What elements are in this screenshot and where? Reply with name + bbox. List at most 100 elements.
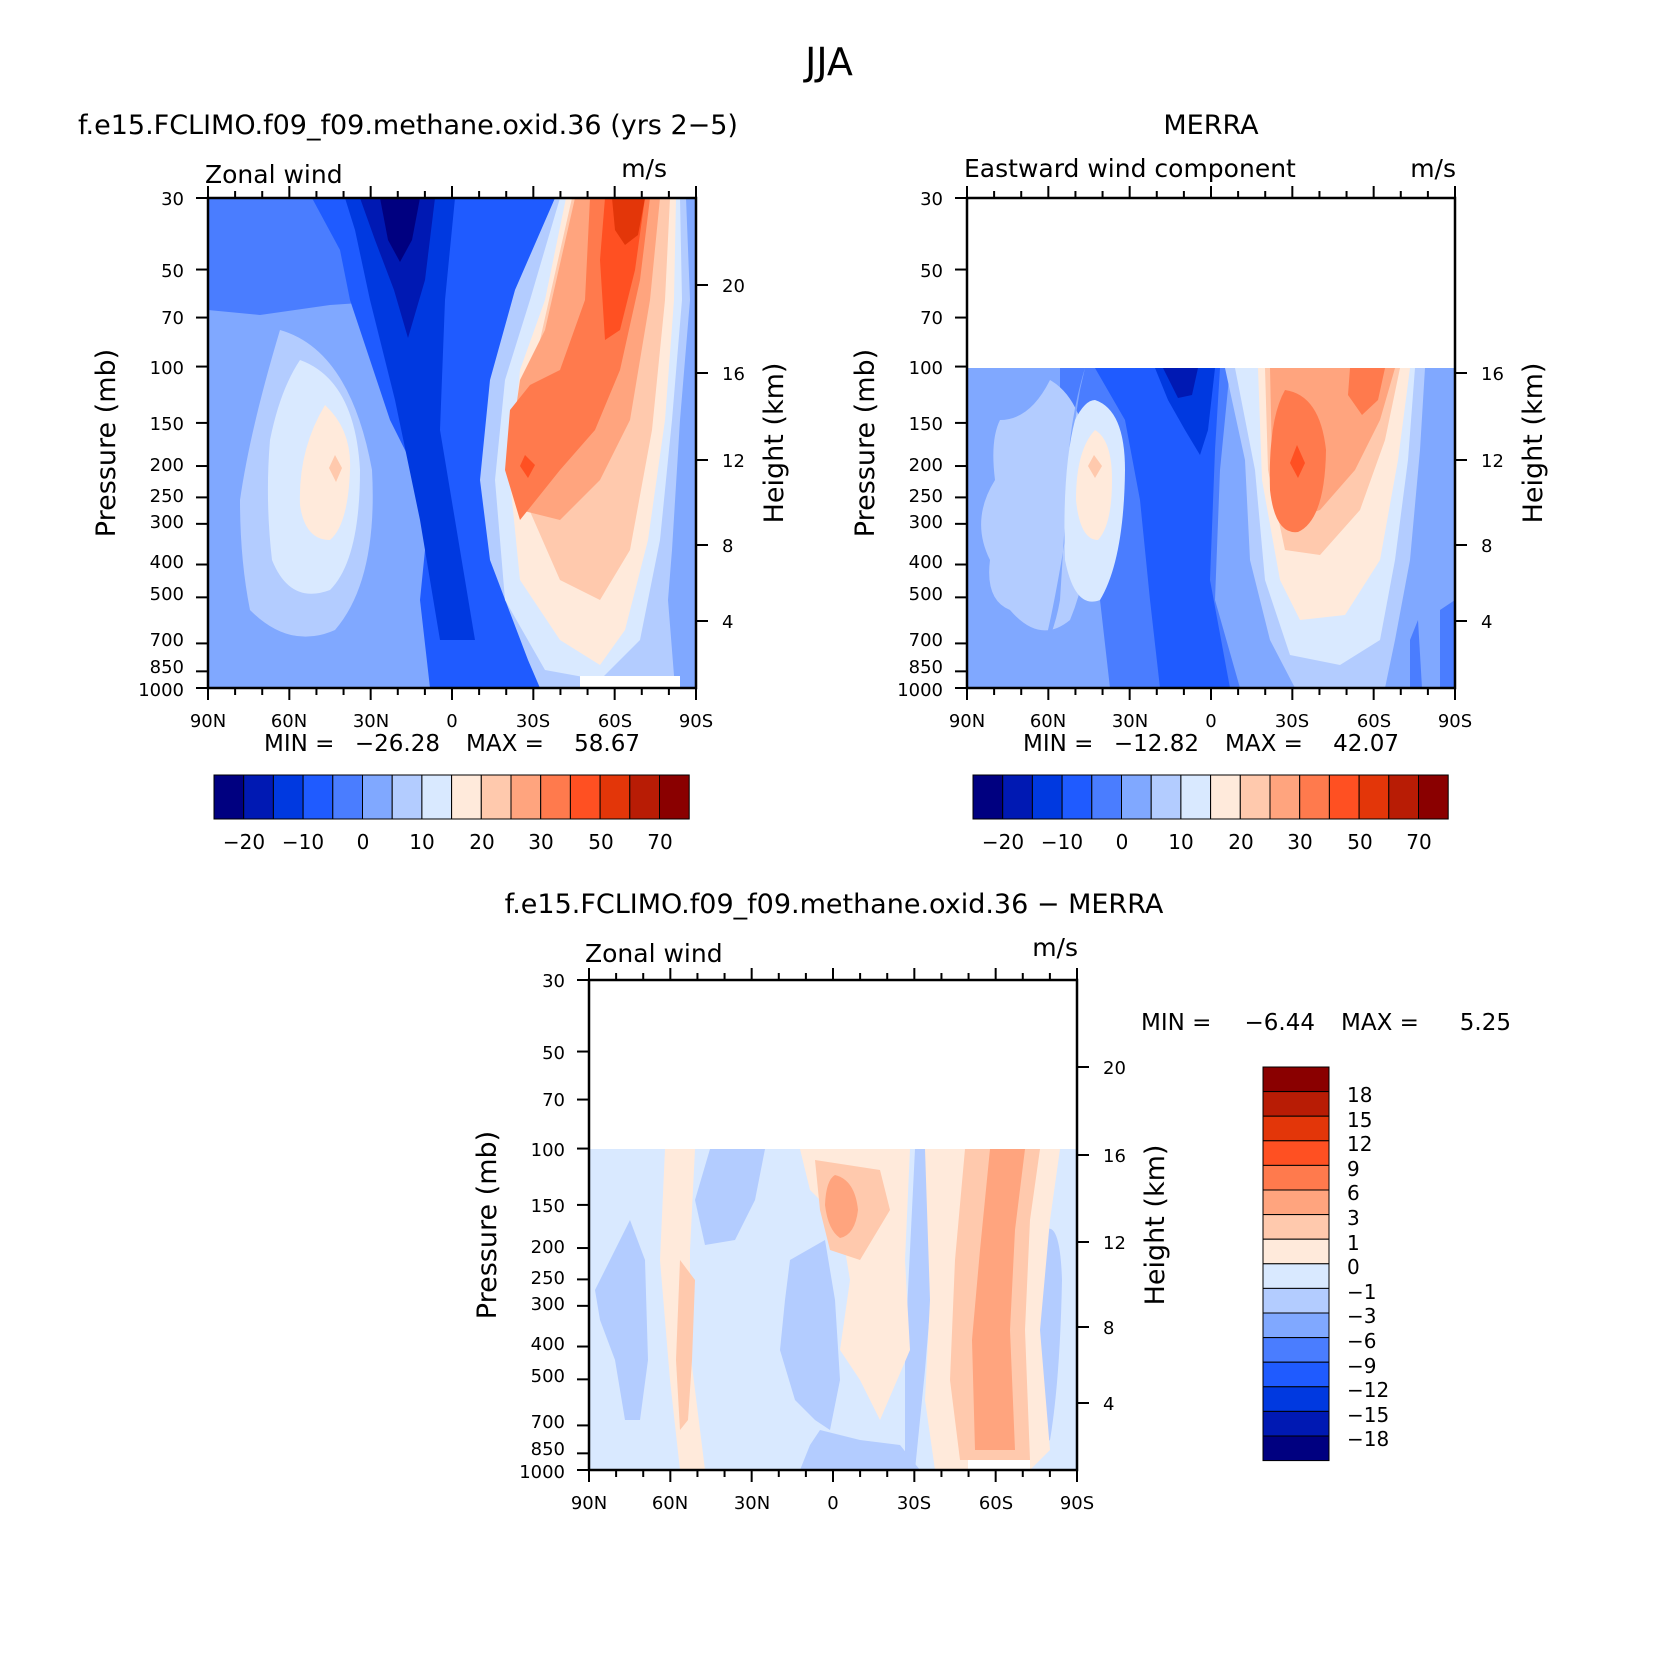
min-label: MIN = (1023, 731, 1093, 757)
y-right-tick-label: 16 (1481, 364, 1504, 385)
colorbar-label: 1 (1347, 1231, 1360, 1255)
colorbar-swatch (1262, 1435, 1330, 1462)
y-tick-label: 70 (920, 308, 943, 329)
y-tick-label: 500 (150, 584, 184, 605)
y-tick-label: 300 (150, 512, 184, 533)
panel-model-x-ticks: 90N 60N 30N 0 30S 60S 90S (190, 711, 713, 732)
colorbar-label: 50 (588, 830, 613, 854)
colorbar-swatch (1299, 774, 1330, 820)
y-tick-label: 250 (531, 1268, 565, 1289)
x-tick-label: 30N (1112, 711, 1148, 732)
colorbar-swatch (272, 774, 304, 820)
y-tick-label: 50 (920, 261, 943, 282)
panel-model-variable-label: Zonal wind (205, 160, 343, 189)
x-tick-label: 90S (1438, 711, 1472, 732)
colorbar-swatch (599, 774, 631, 820)
colorbar-swatches (213, 774, 690, 820)
panel-model-title: f.e15.FCLIMO.f09_f09.methane.oxid.36 (yr… (78, 110, 738, 141)
panel-model-colorbar: −20 −10 0 10 20 30 50 70 (213, 774, 690, 854)
colorbar-swatch (1262, 1238, 1330, 1265)
max-label: MAX = (466, 731, 544, 757)
colorbar-swatch (1262, 1337, 1330, 1363)
panel-merra-y-right-axis-label: Height (km) (1518, 363, 1549, 524)
colorbar-swatch (1262, 1115, 1330, 1142)
y-tick-label: 100 (531, 1140, 565, 1161)
colorbar-swatch (1091, 774, 1123, 820)
colorbar-label: −10 (1041, 830, 1083, 854)
y-tick-label: 700 (909, 630, 943, 651)
colorbar-label: 0 (1116, 830, 1129, 854)
panel-model-stats: MIN = −26.28 MAX = 58.67 (264, 731, 640, 757)
colorbar-swatches (972, 774, 1449, 820)
x-tick-label: 60S (598, 711, 632, 732)
panel-difference-y-ticks-right: 20 16 12 8 4 (1103, 1058, 1126, 1415)
panel-merra-stats: MIN = −12.82 MAX = 42.07 (1023, 731, 1399, 757)
colorbar-label: 30 (1287, 830, 1312, 854)
colorbar-swatch (1358, 774, 1390, 820)
y-tick-label: 200 (531, 1237, 565, 1258)
y-tick-label: 400 (150, 552, 184, 573)
y-tick-label: 150 (531, 1196, 565, 1217)
panel-difference-field (589, 1149, 1077, 1470)
colorbar-label: 0 (1347, 1255, 1360, 1279)
axis-tick-marks (196, 186, 1467, 1482)
panel-model-units: m/s (621, 154, 667, 183)
panel-difference-variable-label: Zonal wind (585, 939, 723, 968)
y-right-tick-label: 4 (1103, 1394, 1114, 1415)
y-right-tick-label: 16 (1103, 1146, 1126, 1167)
x-tick-label: 60S (979, 1493, 1013, 1514)
colorbar-swatch (1239, 774, 1271, 820)
colorbar-label: 20 (469, 830, 494, 854)
y-tick-label: 250 (909, 486, 943, 507)
colorbar-swatch (1262, 1214, 1330, 1240)
panel-model-y-ticks: 30 50 70 100 150 200 250 300 400 500 700… (138, 189, 184, 701)
max-label: MAX = (1341, 1010, 1419, 1036)
panel-difference-colorbar: 18 15 12 9 6 3 1 0 −1 −3 −6 −9 −12 −15 −… (1262, 1066, 1389, 1462)
panel-difference-y-right-axis-label: Height (km) (1140, 1145, 1171, 1306)
colorbar-swatch (1269, 774, 1301, 820)
colorbar-swatch (1328, 774, 1360, 820)
colorbar-label: 10 (1168, 830, 1193, 854)
panel-merra-units: m/s (1410, 154, 1456, 183)
colorbar-label: 70 (647, 830, 672, 854)
y-tick-label: 300 (531, 1294, 565, 1315)
y-tick-label: 30 (161, 189, 184, 210)
colorbar-swatch (1262, 1140, 1330, 1166)
y-tick-label: 850 (531, 1439, 565, 1460)
panel-difference-units: m/s (1032, 933, 1078, 962)
colorbar-swatch (1031, 774, 1063, 820)
x-tick-label: 90N (571, 1493, 607, 1514)
figure-title: JJA (803, 40, 853, 84)
y-right-tick-label: 12 (1103, 1233, 1126, 1254)
y-tick-label: 70 (542, 1090, 565, 1111)
panel-model-y-ticks-right: 20 16 12 8 4 (722, 276, 745, 633)
y-tick-label: 400 (531, 1334, 565, 1355)
colorbar-swatch (421, 774, 453, 820)
colorbar-swatch (629, 774, 660, 820)
x-tick-label: 90N (949, 711, 985, 732)
colorbar-swatch (1121, 774, 1152, 820)
colorbar-label: 18 (1347, 1083, 1372, 1107)
y-tick-label: 100 (150, 358, 184, 379)
colorbar-swatch (972, 774, 1004, 820)
x-tick-label: 30S (1275, 711, 1309, 732)
colorbar-swatch (1418, 774, 1449, 820)
colorbar-swatch (1262, 1091, 1330, 1117)
x-tick-label: 0 (1205, 711, 1216, 732)
colorbar-swatch (1262, 1361, 1330, 1388)
colorbar-label: −15 (1347, 1403, 1389, 1427)
min-label: MIN = (264, 731, 334, 757)
colorbar-swatch (362, 774, 393, 820)
colorbar-label: −9 (1347, 1354, 1376, 1378)
panel-difference: f.e15.FCLIMO.f09_f09.methane.oxid.36 − M… (472, 889, 1511, 1514)
min-label: MIN = (1141, 1010, 1211, 1036)
panel-model-field (208, 198, 696, 688)
y-tick-label: 850 (909, 657, 943, 678)
y-right-tick-label: 4 (1481, 612, 1492, 633)
x-tick-label: 30S (516, 711, 550, 732)
colorbar-swatch (1150, 774, 1182, 820)
panel-difference-title: f.e15.FCLIMO.f09_f09.methane.oxid.36 − M… (505, 889, 1164, 920)
y-tick-label: 200 (150, 455, 184, 476)
panel-difference-x-ticks: 90N 60N 30N 0 30S 60S 90S (571, 1493, 1094, 1514)
